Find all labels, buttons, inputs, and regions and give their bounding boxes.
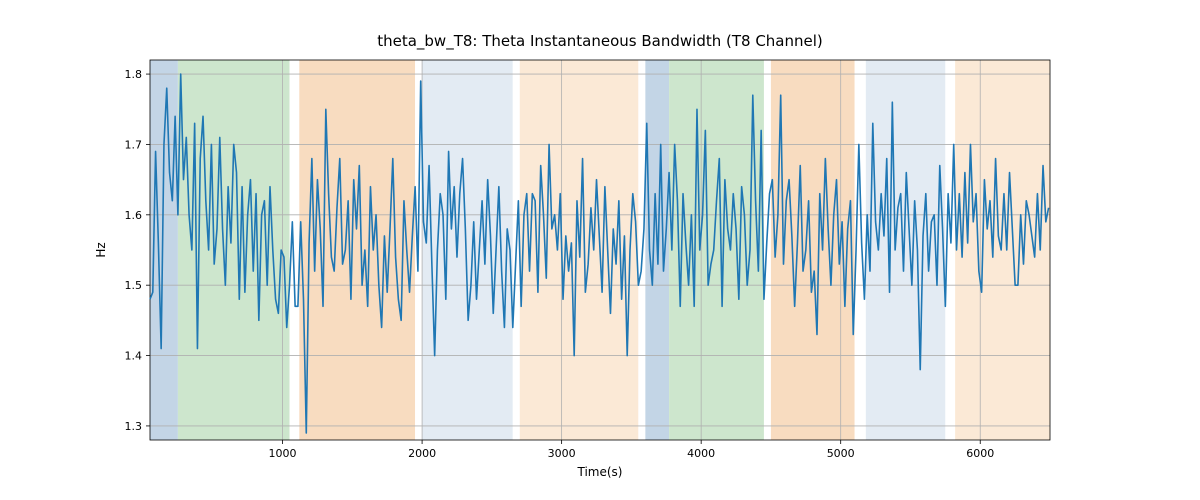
chart-title: theta_bw_T8: Theta Instantaneous Bandwid… bbox=[377, 32, 823, 51]
x-tick-label: 6000 bbox=[966, 447, 994, 460]
y-axis-label: Hz bbox=[94, 242, 108, 257]
chart-band bbox=[422, 60, 513, 440]
y-tick-label: 1.7 bbox=[125, 138, 143, 151]
x-axis-label: Time(s) bbox=[577, 465, 623, 479]
y-tick-label: 1.6 bbox=[125, 209, 143, 222]
x-tick-label: 3000 bbox=[548, 447, 576, 460]
x-tick-label: 2000 bbox=[408, 447, 436, 460]
chart-band bbox=[955, 60, 1050, 440]
y-tick-label: 1.8 bbox=[125, 68, 143, 81]
y-tick-label: 1.3 bbox=[125, 420, 143, 433]
chart-band bbox=[764, 60, 771, 440]
x-tick-label: 1000 bbox=[269, 447, 297, 460]
chart-band bbox=[299, 60, 415, 440]
chart-container: 1000 2000 3000 4000 5000 6000 1.3 1.4 1.5 1.6 1.7 1… bbox=[0, 0, 1200, 500]
x-tick-label: 4000 bbox=[687, 447, 715, 460]
x-tick-label: 5000 bbox=[827, 447, 855, 460]
line-chart: 1000 2000 3000 4000 5000 6000 1.3 1.4 1.5 1.6 1.7 1… bbox=[0, 0, 1200, 500]
y-tick-label: 1.4 bbox=[125, 350, 143, 363]
y-tick-label: 1.5 bbox=[125, 279, 143, 292]
